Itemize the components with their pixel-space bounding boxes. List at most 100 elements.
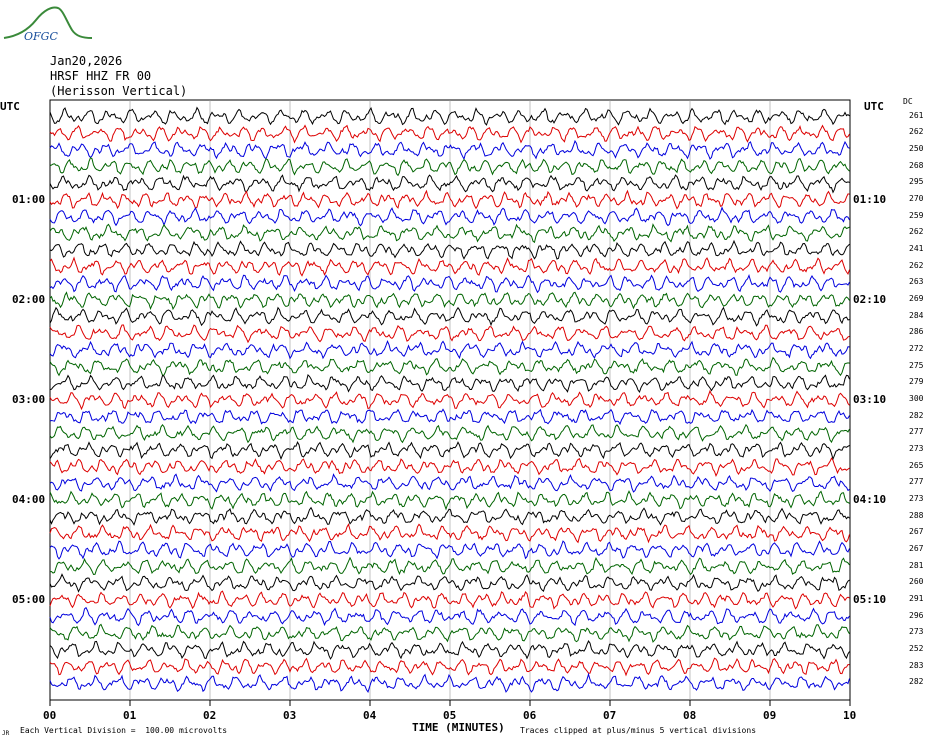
dc-offset-value: 267: [909, 544, 924, 553]
seismic-trace: [49, 124, 850, 144]
left-utc-label: UTC: [0, 100, 20, 113]
ofgc-logo: OFGC: [3, 6, 93, 43]
logo-curve: [3, 6, 93, 39]
seismic-trace: [49, 672, 850, 694]
logo-text: OFGC: [24, 30, 58, 43]
dc-offset-value: 275: [909, 360, 924, 370]
x-tick-label: 02: [203, 709, 217, 722]
dc-offset-value: 270: [909, 194, 924, 203]
seismic-trace: [49, 339, 850, 360]
clipping-note: Traces clipped at plus/minus 5 vertical …: [520, 726, 757, 735]
seismic-trace: [49, 606, 850, 627]
x-tick-label: 05: [443, 709, 457, 722]
dc-offset-value: 284: [909, 310, 924, 320]
seismic-trace: [49, 540, 850, 560]
dc-offset-value: 295: [909, 177, 924, 187]
right-time-label: 04:10: [853, 493, 887, 506]
x-tick-label: 04: [363, 709, 377, 722]
seismic-trace: [49, 657, 850, 677]
dc-offset-value: 273: [909, 444, 924, 453]
x-tick-label: 00: [43, 709, 57, 722]
seismic-trace: [49, 106, 850, 126]
dc-offset-value: 273: [909, 627, 924, 637]
dc-offset-value: 283: [909, 660, 924, 670]
dc-offset-value: 288: [909, 510, 924, 520]
seismic-trace: [49, 324, 850, 344]
dc-offset-value: 259: [909, 210, 924, 220]
x-tick-label: 03: [283, 709, 297, 722]
seismic-trace: [49, 623, 850, 643]
seismic-trace: [49, 291, 850, 311]
seismic-trace: [49, 408, 850, 426]
dc-offset-value: 273: [909, 494, 924, 503]
seismic-trace: [49, 306, 850, 327]
traces: [49, 106, 850, 694]
right-time-label: 01:10: [853, 193, 887, 206]
seismic-trace: [49, 441, 850, 461]
seismic-trace: [49, 356, 850, 377]
dc-header: DC: [903, 97, 913, 106]
station-label: HRSF HHZ FR 00: [50, 69, 152, 83]
seismic-trace: [49, 423, 850, 444]
dc-offset-value: 269: [909, 294, 924, 303]
dc-offset-value: 282: [909, 677, 924, 687]
dc-offset-value: 241: [909, 244, 924, 253]
dc-offset-value: 281: [909, 560, 924, 570]
seismic-trace: [49, 189, 850, 210]
dc-offset-value: 260: [909, 577, 924, 587]
seismic-trace: [49, 156, 850, 177]
dc-offset-value: 262: [909, 227, 924, 237]
left-time-label: 01:00: [12, 193, 46, 206]
dc-offset-value: 296: [909, 610, 924, 620]
seismic-trace: [49, 590, 850, 610]
dc-offset-value: 267: [909, 527, 924, 537]
dc-offset-value: 252: [909, 644, 924, 653]
x-tick-label: 10: [843, 709, 857, 722]
seismic-trace: [49, 223, 850, 244]
dc-offset-value: 277: [909, 477, 924, 487]
x-tick-label: 08: [683, 709, 697, 722]
seismic-trace: [49, 389, 850, 411]
seismic-trace: [49, 206, 850, 227]
x-tick-label: 01: [123, 709, 137, 722]
right-utc-label: UTC: [864, 100, 884, 113]
vertical-division-note: Each Vertical Division = 100.00 microvol…: [20, 726, 228, 735]
dc-offset-value: 250: [909, 144, 924, 153]
seismic-trace: [49, 506, 850, 526]
seismic-trace: [49, 174, 850, 194]
dc-offset-value: 262: [909, 260, 924, 270]
dc-offset-value: 282: [909, 410, 924, 420]
dc-offset-value: 268: [909, 160, 924, 170]
x-tick-label: 06: [523, 709, 537, 722]
dc-offset-value: 265: [909, 460, 924, 470]
right-time-label: 03:10: [853, 393, 887, 406]
date-label: Jan20,2026: [50, 54, 123, 68]
x-tick-label: 09: [763, 709, 777, 722]
dc-offset-value: 291: [909, 594, 924, 603]
dc-offset-value: 286: [909, 327, 924, 337]
seismic-trace: [49, 473, 850, 493]
x-axis: [49, 700, 851, 706]
dc-offset-value: 261: [909, 110, 924, 120]
seismic-trace: [49, 374, 850, 394]
seismic-trace: [49, 556, 850, 576]
seismic-trace: [49, 274, 850, 294]
seismic-trace: [49, 490, 850, 511]
left-time-label: 05:00: [12, 593, 46, 606]
dc-offset-value: 300: [909, 394, 924, 403]
dc-offset-value: 263: [909, 277, 924, 287]
left-time-label: 04:00: [12, 493, 46, 506]
dc-offset-value: 272: [909, 344, 924, 353]
seismic-trace: [49, 239, 850, 260]
x-axis-title: TIME (MINUTES): [412, 721, 505, 734]
seismic-trace: [49, 523, 850, 544]
seismic-trace: [49, 639, 850, 660]
dc-offset-value: 279: [909, 377, 924, 387]
left-time-label: 03:00: [12, 393, 46, 406]
seismic-trace: [49, 256, 850, 277]
left-time-label: 02:00: [12, 293, 46, 306]
seismic-trace: [49, 139, 850, 161]
x-tick-label: 07: [603, 709, 617, 722]
dc-offset-value: 277: [909, 427, 924, 437]
